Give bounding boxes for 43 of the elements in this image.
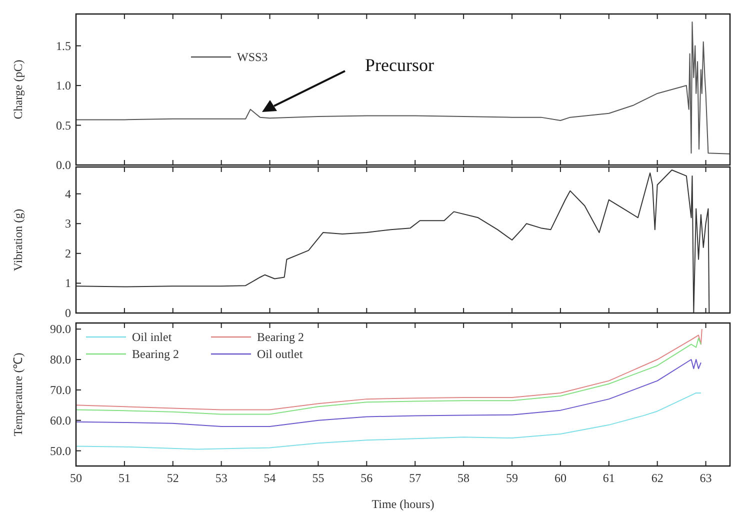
y-tick-label: 1.5 (56, 38, 71, 53)
y-tick-label: 4 (65, 186, 71, 201)
y-tick-label: 0 (65, 306, 71, 320)
x-tick-label: 62 (651, 471, 664, 485)
y-tick-label: 2 (65, 246, 71, 260)
x-tick-label: 63 (700, 471, 712, 485)
y-tick-label: 0.5 (56, 118, 71, 132)
y-tick-label: 1.0 (56, 78, 71, 93)
y-axis-title: Temperature (℃) (11, 352, 25, 436)
line-series (76, 21, 730, 154)
x-tick-label: 56 (360, 471, 373, 485)
legend-label: Oil outlet (257, 347, 304, 361)
y-tick-label: 70.0 (50, 382, 71, 397)
annotation: Precursor (365, 55, 434, 75)
y-tick-label: 3 (65, 216, 71, 231)
y-tick-label: 80.0 (50, 352, 71, 367)
x-tick-label: 59 (506, 471, 518, 485)
y-tick-label: 1 (65, 276, 71, 290)
y-axis-title: Vibration (g) (11, 208, 25, 272)
x-tick-label: 58 (458, 471, 470, 485)
x-tick-label: 61 (602, 471, 615, 485)
line-series (76, 359, 702, 427)
line-series (76, 392, 702, 450)
x-tick-label: 50 (70, 471, 82, 485)
x-axis-title: Time (hours) (372, 497, 434, 511)
y-tick-label: 50.0 (50, 444, 71, 458)
y-axis-title: Charge (pC) (11, 60, 25, 120)
legend-label: Bearing 2 (257, 330, 304, 344)
x-tick-label: 53 (215, 471, 228, 485)
y-tick-label: 60.0 (50, 413, 71, 428)
line-series (76, 328, 702, 410)
x-tick-label: 54 (264, 471, 276, 485)
legend-label: Bearing 2 (132, 347, 179, 361)
x-tick-label: 60 (554, 471, 566, 485)
y-tick-label: 0.0 (56, 158, 71, 172)
x-tick-label: 51 (118, 471, 130, 485)
y-tick-label: 90.0 (50, 322, 71, 336)
legend-label: Oil inlet (132, 330, 172, 344)
line-series (76, 169, 710, 313)
x-tick-label: 52 (166, 471, 179, 485)
legend-label: WSS3 (237, 50, 268, 64)
x-tick-label: 55 (312, 471, 324, 485)
x-tick-label: 57 (409, 471, 422, 485)
